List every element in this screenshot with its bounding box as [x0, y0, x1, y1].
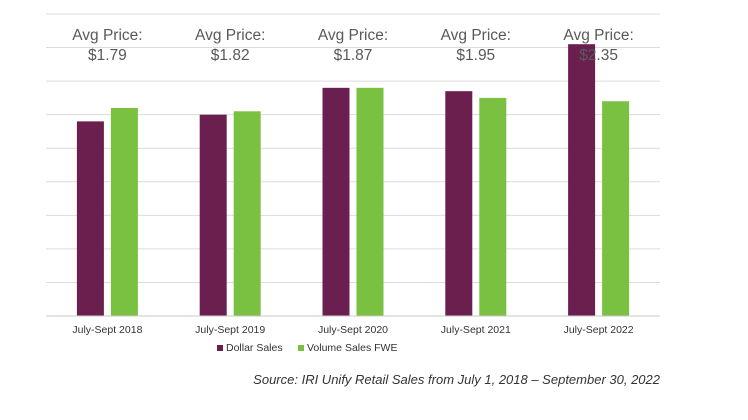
x-tick-label: July-Sept 2019	[195, 324, 265, 336]
bar-volume-sales-fwe-1	[110, 107, 138, 316]
avg-price-label: Avg Price:	[195, 27, 265, 44]
bar-dollar-sales-5	[568, 44, 596, 316]
x-tick-label: July-Sept 2021	[441, 324, 511, 336]
bars	[76, 44, 630, 317]
legend: Dollar Sales Volume Sales FWE	[217, 342, 397, 354]
bar-volume-sales-fwe-2	[233, 111, 261, 316]
x-tick-label: July-Sept 2018	[72, 324, 142, 336]
avg-price-label: Avg Price:	[441, 27, 511, 44]
avg-price-value: $1.95	[456, 47, 495, 64]
legend-swatch	[217, 345, 223, 351]
avg-price-value: $1.79	[88, 47, 127, 64]
bar-dollar-sales-3	[322, 87, 350, 316]
legend-label: Volume Sales FWE	[307, 342, 397, 354]
avg-price-value: $1.82	[211, 47, 250, 64]
avg-price-label: Avg Price:	[563, 27, 633, 44]
avg-price-value: $2.35	[579, 47, 618, 64]
bar-volume-sales-fwe-4	[479, 97, 507, 316]
x-tick-label: July-Sept 2022	[564, 324, 634, 336]
bar-volume-sales-fwe-5	[602, 101, 630, 316]
source-note: Source: IRI Unify Retail Sales from July…	[253, 372, 660, 387]
avg-price-annotations: Avg Price: $1.79 Avg Price: $1.82 Avg Price:…	[72, 27, 634, 64]
x-tick-labels: July-Sept 2018 July-Sept 2019 July-Sept 20…	[72, 324, 633, 336]
legend-label: Dollar Sales	[226, 342, 283, 354]
bar-volume-sales-fwe-3	[356, 87, 384, 316]
avg-price-label: Avg Price:	[72, 27, 142, 44]
bar-dollar-sales-2	[199, 114, 227, 317]
gridlines	[46, 13, 660, 283]
avg-price-label: Avg Price:	[318, 27, 388, 44]
bar-dollar-sales-4	[445, 91, 473, 316]
legend-swatch	[298, 345, 304, 351]
x-tick-label: July-Sept 2020	[318, 324, 388, 336]
avg-price-value: $1.87	[334, 47, 373, 64]
bar-dollar-sales-1	[76, 121, 104, 316]
